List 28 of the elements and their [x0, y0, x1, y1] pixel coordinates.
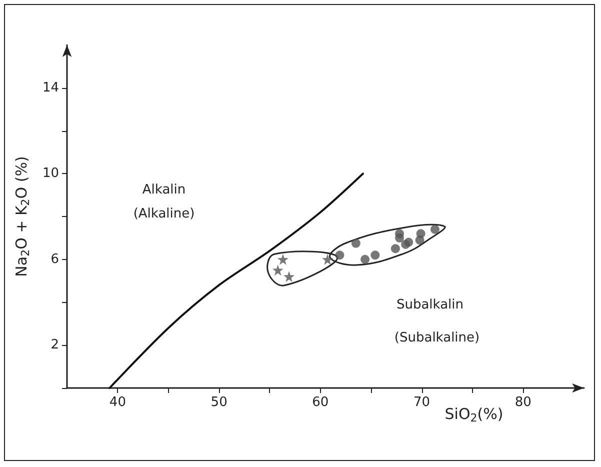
y-tick-label: 6 — [50, 252, 59, 267]
line-series — [108, 172, 364, 389]
point — [284, 271, 295, 282]
point — [370, 250, 380, 260]
y-axis-title: Na2O + K2O (%) — [12, 156, 32, 277]
point — [335, 250, 344, 260]
point — [401, 240, 410, 249]
annotation: (Subalkaline) — [394, 330, 480, 346]
y-tick-label: 10 — [42, 166, 59, 182]
point — [395, 233, 404, 242]
annotation: Alkalin — [142, 182, 186, 198]
x-tick-label: 50 — [210, 395, 228, 410]
x-tick-label: 80 — [514, 395, 532, 410]
point — [430, 224, 440, 234]
point — [322, 254, 334, 265]
annotation: Subalkalin — [396, 298, 464, 312]
point — [390, 244, 400, 254]
y-tick-label: 2 — [50, 338, 59, 353]
point — [277, 254, 288, 265]
x-tick-label: 70 — [414, 395, 430, 410]
point — [415, 236, 424, 245]
y-tick-label: 14 — [42, 80, 59, 96]
annotation: (Alkaline) — [133, 206, 195, 222]
x-tick-label: 40 — [109, 395, 126, 410]
point — [272, 264, 284, 276]
x-tick-label: 60 — [312, 395, 329, 410]
point — [351, 238, 360, 248]
point — [360, 254, 370, 264]
